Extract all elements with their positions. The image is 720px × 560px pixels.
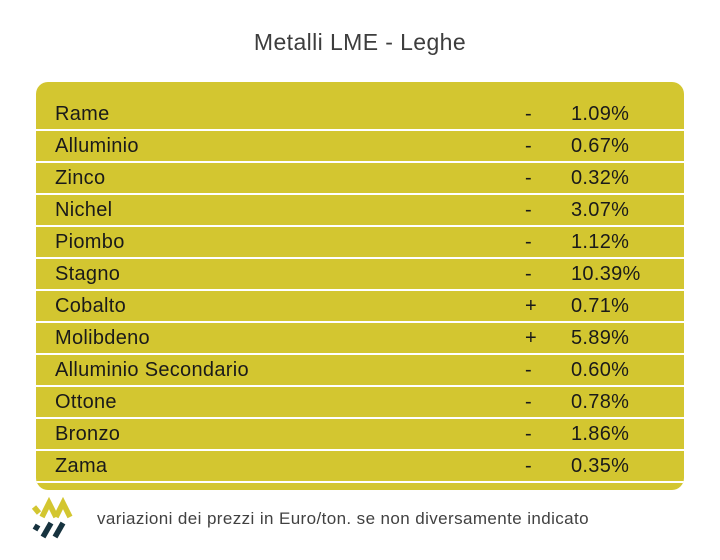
metal-name: Alluminio Secondario [55,358,249,381]
change-value: 0.60% [571,358,630,381]
table-row: Alluminio - 0.67% [36,131,684,163]
table-row: Stagno - 10.39% [36,259,684,291]
logo-bottom-navy-marks [32,521,66,539]
page-title: Metalli LME - Leghe [253,29,467,55]
table-row: Rame - 1.09% [36,99,684,131]
metal-name: Cobalto [55,294,127,317]
change-sign: - [525,134,532,157]
table-row: Ottone - 0.78% [36,387,684,419]
footer-note: variazioni dei prezzi in Euro/ton. se no… [97,509,590,528]
change-value: 1.86% [571,422,630,445]
change-sign: - [525,358,532,381]
table-row: Alluminio Secondario - 0.60% [36,355,684,387]
change-sign: - [525,390,532,413]
metal-name: Molibdeno [55,326,150,349]
metal-name: Zama [55,454,108,477]
change-value: 5.89% [571,326,630,349]
change-sign: - [525,102,532,125]
change-value: 0.67% [571,134,630,157]
change-value: 10.39% [571,262,641,285]
table-row: Cobalto + 0.71% [36,291,684,323]
change-value: 1.12% [571,230,630,253]
change-sign: - [525,422,532,445]
change-value: 0.78% [571,390,630,413]
metal-name: Bronzo [55,422,121,445]
change-value: 3.07% [571,198,630,221]
change-value: 0.32% [571,166,630,189]
metal-name: Ottone [55,390,117,413]
metals-table: Rame - 1.09% Alluminio - 0.67% Zinco - 0… [36,82,684,490]
metal-name: Rame [55,102,110,125]
change-value: 0.35% [571,454,630,477]
change-sign: + [525,294,537,317]
metal-name: Piombo [55,230,125,253]
change-sign: - [525,230,532,253]
metal-name: Nichel [55,198,113,221]
change-value: 0.71% [571,294,630,317]
metal-name: Stagno [55,262,121,285]
table-row: Bronzo - 1.86% [36,419,684,451]
metal-name: Zinco [55,166,106,189]
logo-top-yellow-marks [31,496,73,519]
table-row: Molibdeno + 5.89% [36,323,684,355]
table-row: Zinco - 0.32% [36,163,684,195]
change-sign: - [525,166,532,189]
change-sign: + [525,326,537,349]
metal-name: Alluminio [55,134,139,157]
table-row: Piombo - 1.12% [36,227,684,259]
table-row: Zama - 0.35% [36,451,684,483]
brand-slashes-logo-icon [31,496,73,539]
table-row: Nichel - 3.07% [36,195,684,227]
change-sign: - [525,262,532,285]
change-sign: - [525,454,532,477]
change-sign: - [525,198,532,221]
change-value: 1.09% [571,102,630,125]
